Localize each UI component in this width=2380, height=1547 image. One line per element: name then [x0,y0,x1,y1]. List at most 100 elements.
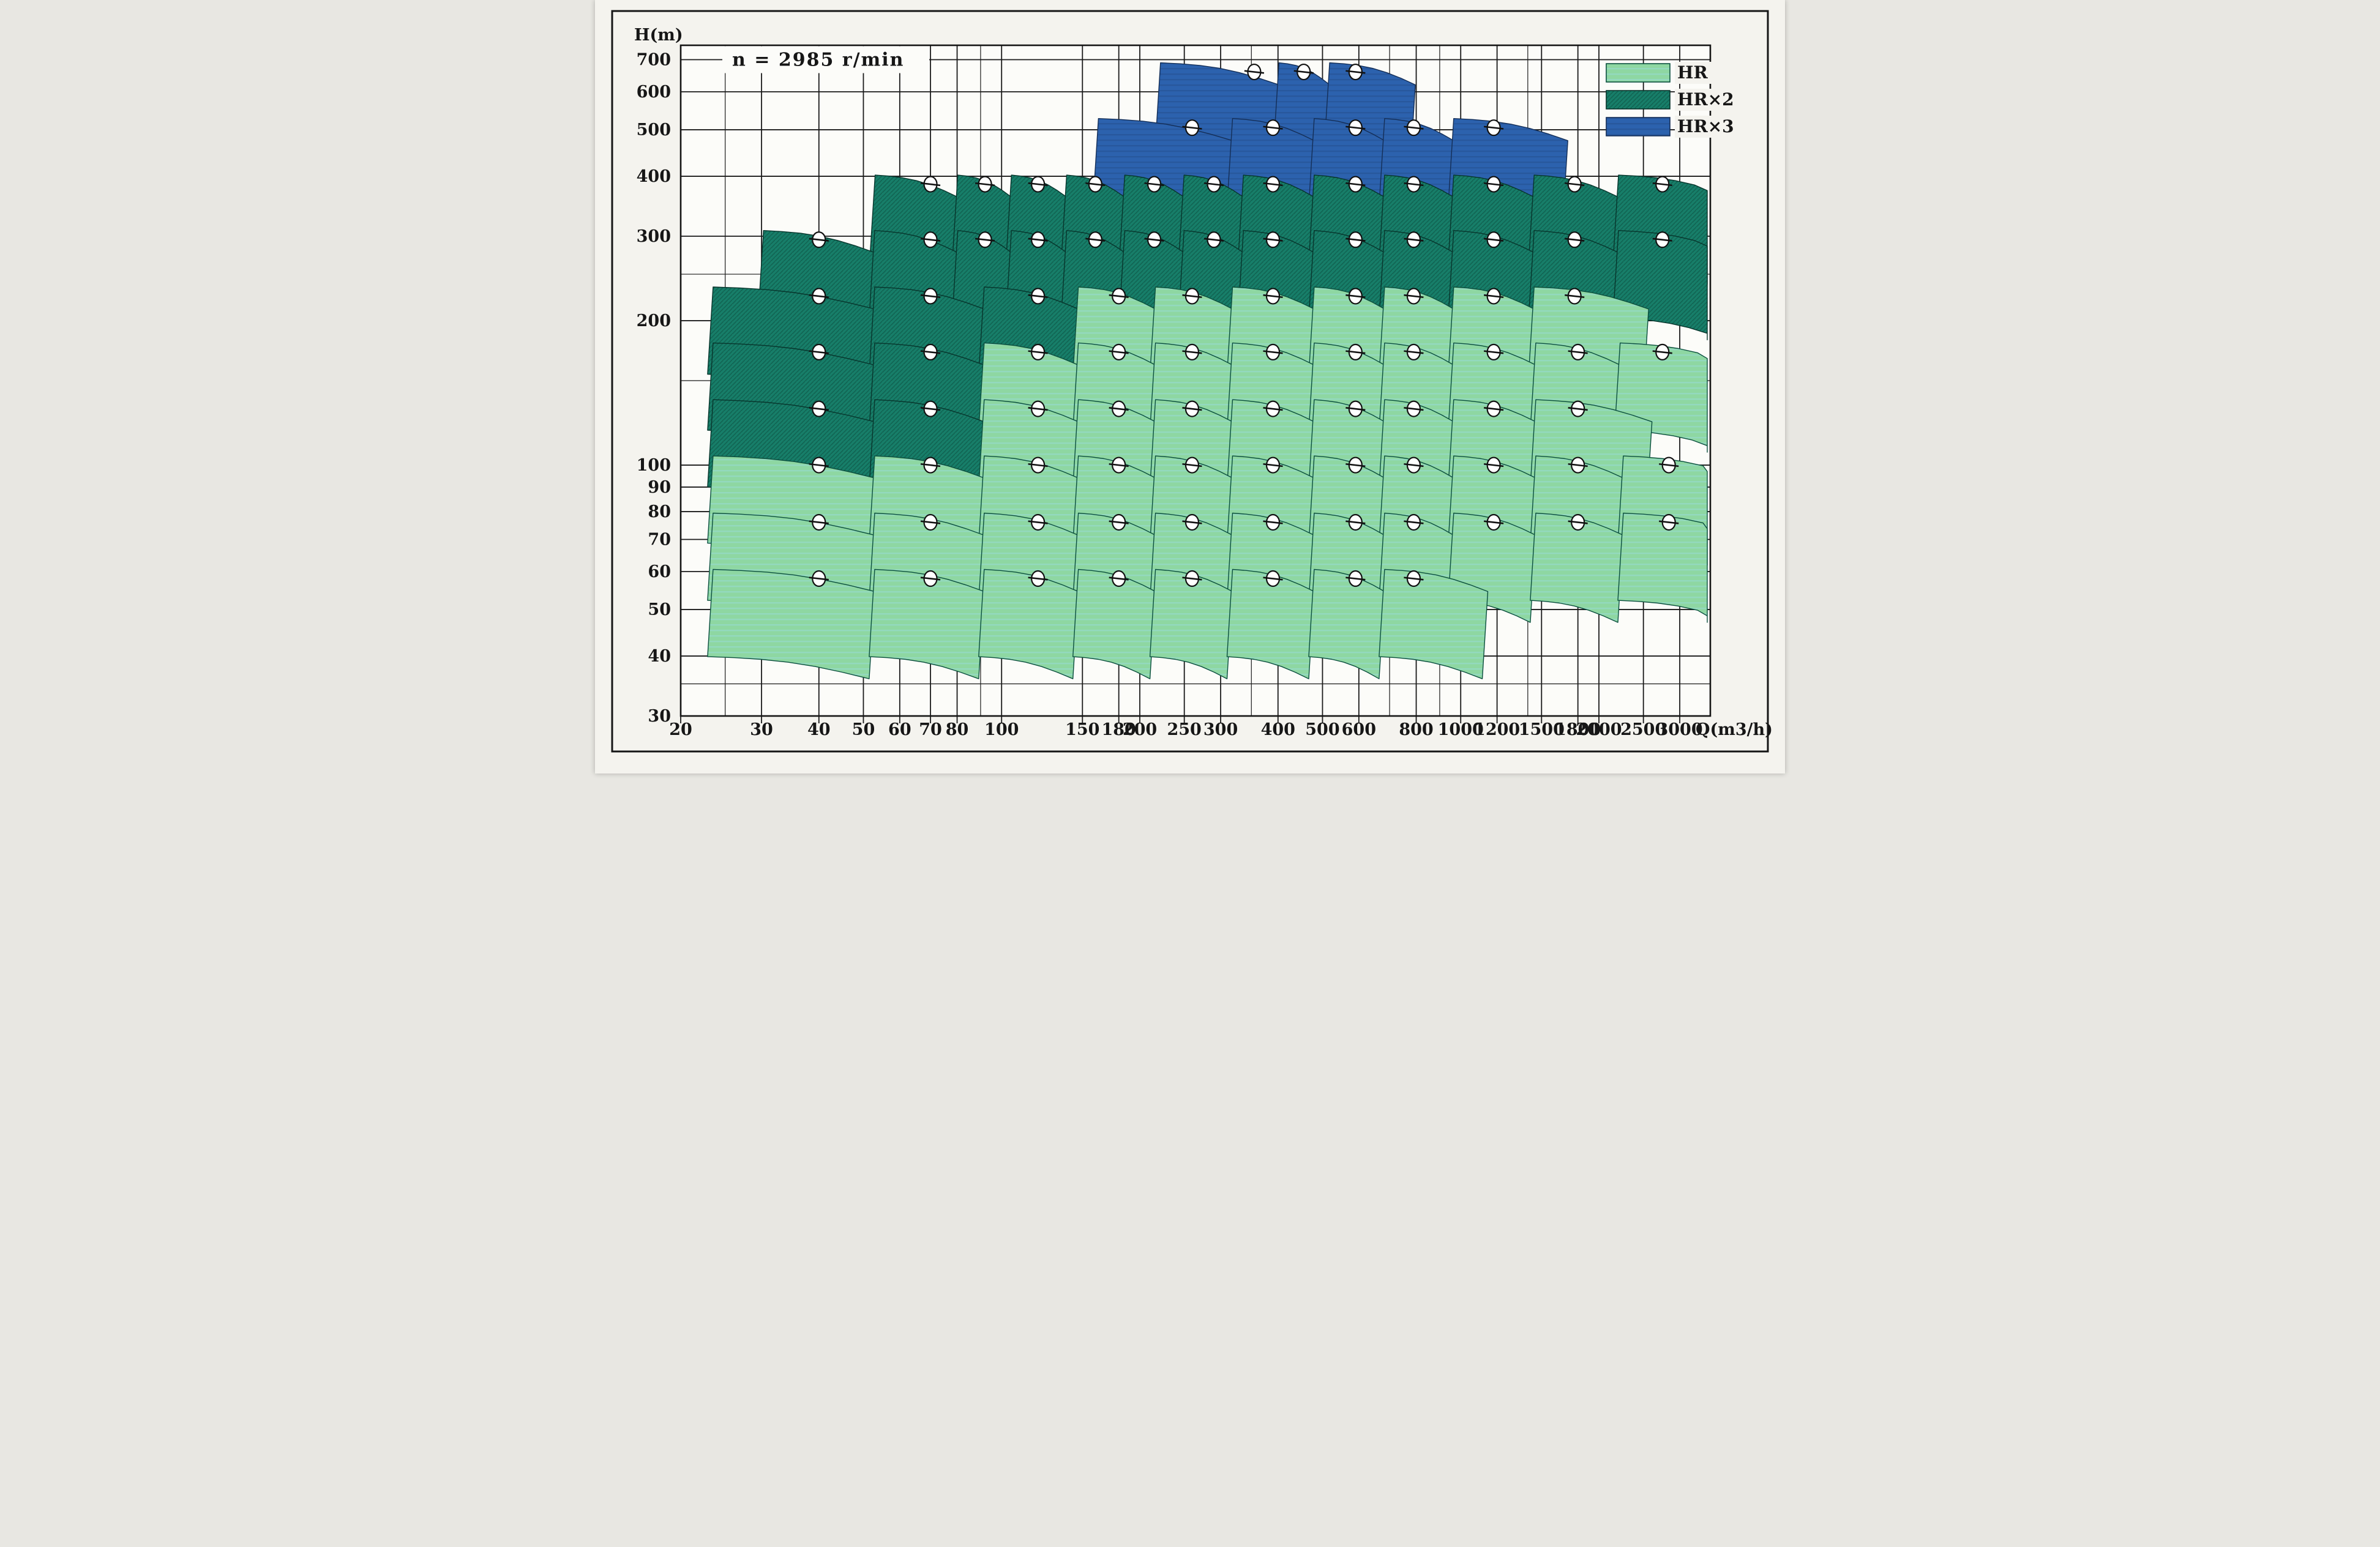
x-tick-label-100: 100 [984,720,1019,739]
duty-point-line [1263,350,1283,354]
duty-point-line [1345,182,1366,187]
duty-point-line [920,576,941,581]
duty-point-line [1345,294,1366,299]
duty-point-line [1565,182,1585,187]
duty-point-line [920,520,941,524]
duty-point-line [1345,125,1366,130]
duty-point-line [1293,70,1314,74]
duty-point-line [1182,350,1202,354]
duty-point-line [1568,520,1588,524]
x-tick-label-2000: 2000 [1576,720,1622,739]
duty-point-line [1085,237,1106,242]
duty-point-line [1568,407,1588,411]
pump-tile-HR-Q120-H58 [978,568,1079,679]
x-axis-title: Q(m3/h) [1696,720,1773,739]
y-tick-label-500: 500 [637,121,671,140]
legend: HR HR×2 HR×3 [1606,62,1734,138]
duty-point-line [1028,182,1048,187]
y-tick-label-80: 80 [648,502,671,521]
duty-point-line [1144,182,1164,187]
y-tick-label-30: 30 [648,707,671,726]
pump-tile-HR-Q790-H58 [1379,568,1489,679]
duty-point-line [1263,407,1283,411]
duty-point-line [1404,294,1424,299]
duty-point-line [1652,350,1672,354]
duty-point-line [809,237,829,242]
duty-point-line [1182,294,1202,299]
duty-point-line [1203,182,1224,187]
duty-point-line [1263,520,1283,524]
x-tick-label-150: 150 [1065,720,1099,739]
scanned-pump-selection-chart: 700 600 500 400 300 200 100 90 80 70 60 50 40 30 20 30 4… [595,0,1785,774]
duty-point-line [1404,520,1424,524]
x-tick-label-200: 200 [1123,720,1157,739]
x-tick-label-1000: 1000 [1438,720,1484,739]
duty-point-line [1483,463,1504,468]
outer-frame [611,10,1769,753]
legend-label-bg [1675,89,1727,111]
duty-point-line [1028,520,1048,524]
duty-point-line [1109,463,1129,468]
x-tick-label-70: 70 [919,720,942,739]
duty-point-line [1263,294,1283,299]
pump-tile-HR-Q70-H58 [869,568,985,679]
duty-point-line [1483,407,1504,411]
y-tick-label-100: 100 [637,456,671,475]
duty-point-line [1565,294,1585,299]
legend-swatch-HRx2 [1606,90,1671,110]
x-tick-label-80: 80 [946,720,969,739]
duty-point-line [1244,70,1265,74]
duty-point-line [1028,350,1048,354]
legend-label-HRx3: HR×3 [1677,116,1734,136]
duty-point-line [1345,350,1366,354]
duty-point-line [1345,237,1366,242]
x-tick-label-40: 40 [807,720,831,739]
duty-point-line [1483,237,1504,242]
pump-tile-HR-Q1800-H76 [1530,512,1624,623]
duty-point-line [1345,576,1366,581]
x-tick-label-300: 300 [1203,720,1238,739]
duty-point-line [1345,70,1366,74]
duty-point-line [920,463,941,468]
duty-point-line [1085,182,1106,187]
duty-point-line [1263,463,1283,468]
duty-point-line [1404,125,1424,130]
duty-point-line [1483,125,1504,130]
duty-point-line [1345,520,1366,524]
duty-point-line [809,294,829,299]
x-tick-label-2500: 2500 [1620,720,1666,739]
x-tick-label-3000: 3000 [1656,720,1702,739]
duty-point-line [1345,407,1366,411]
duty-point-line [1109,350,1129,354]
duty-point-line [1028,576,1048,581]
x-tick-label-1500: 1500 [1519,720,1565,739]
legend-label-bg [1675,62,1727,84]
x-tick-label-500: 500 [1305,720,1339,739]
duty-point-markers [809,63,1679,587]
duty-point-line [1028,407,1048,411]
x-tick-label-800: 800 [1399,720,1433,739]
pump-tile-HR-Q180-H58 [1072,568,1156,679]
duty-point-line [975,237,995,242]
duty-point-line [1263,237,1283,242]
legend-swatch-HR [1606,63,1671,83]
pump-tile-HR-Q590-H58 [1308,568,1385,679]
y-tick-label-60: 60 [648,562,671,581]
pump-tile-HR-Q260-H58 [1149,568,1233,679]
duty-point-line [1182,125,1202,130]
duty-point-line [1263,125,1283,130]
speed-annotation: n = 2985 r/min [722,46,929,73]
pump-tile-HR-Q40-H58 [707,568,875,679]
duty-point-line [809,463,829,468]
y-tick-label-700: 700 [637,51,671,70]
duty-point-line [809,407,829,411]
legend-label-HRx2: HR×2 [1677,89,1734,110]
duty-point-line [809,350,829,354]
pump-tile-HR-Q390-H58 [1226,568,1315,679]
duty-point-line [920,350,941,354]
x-tick-label-20: 20 [669,720,692,739]
y-tick-label-200: 200 [637,311,671,330]
duty-point-line [809,520,829,524]
duty-point-line [1109,520,1129,524]
